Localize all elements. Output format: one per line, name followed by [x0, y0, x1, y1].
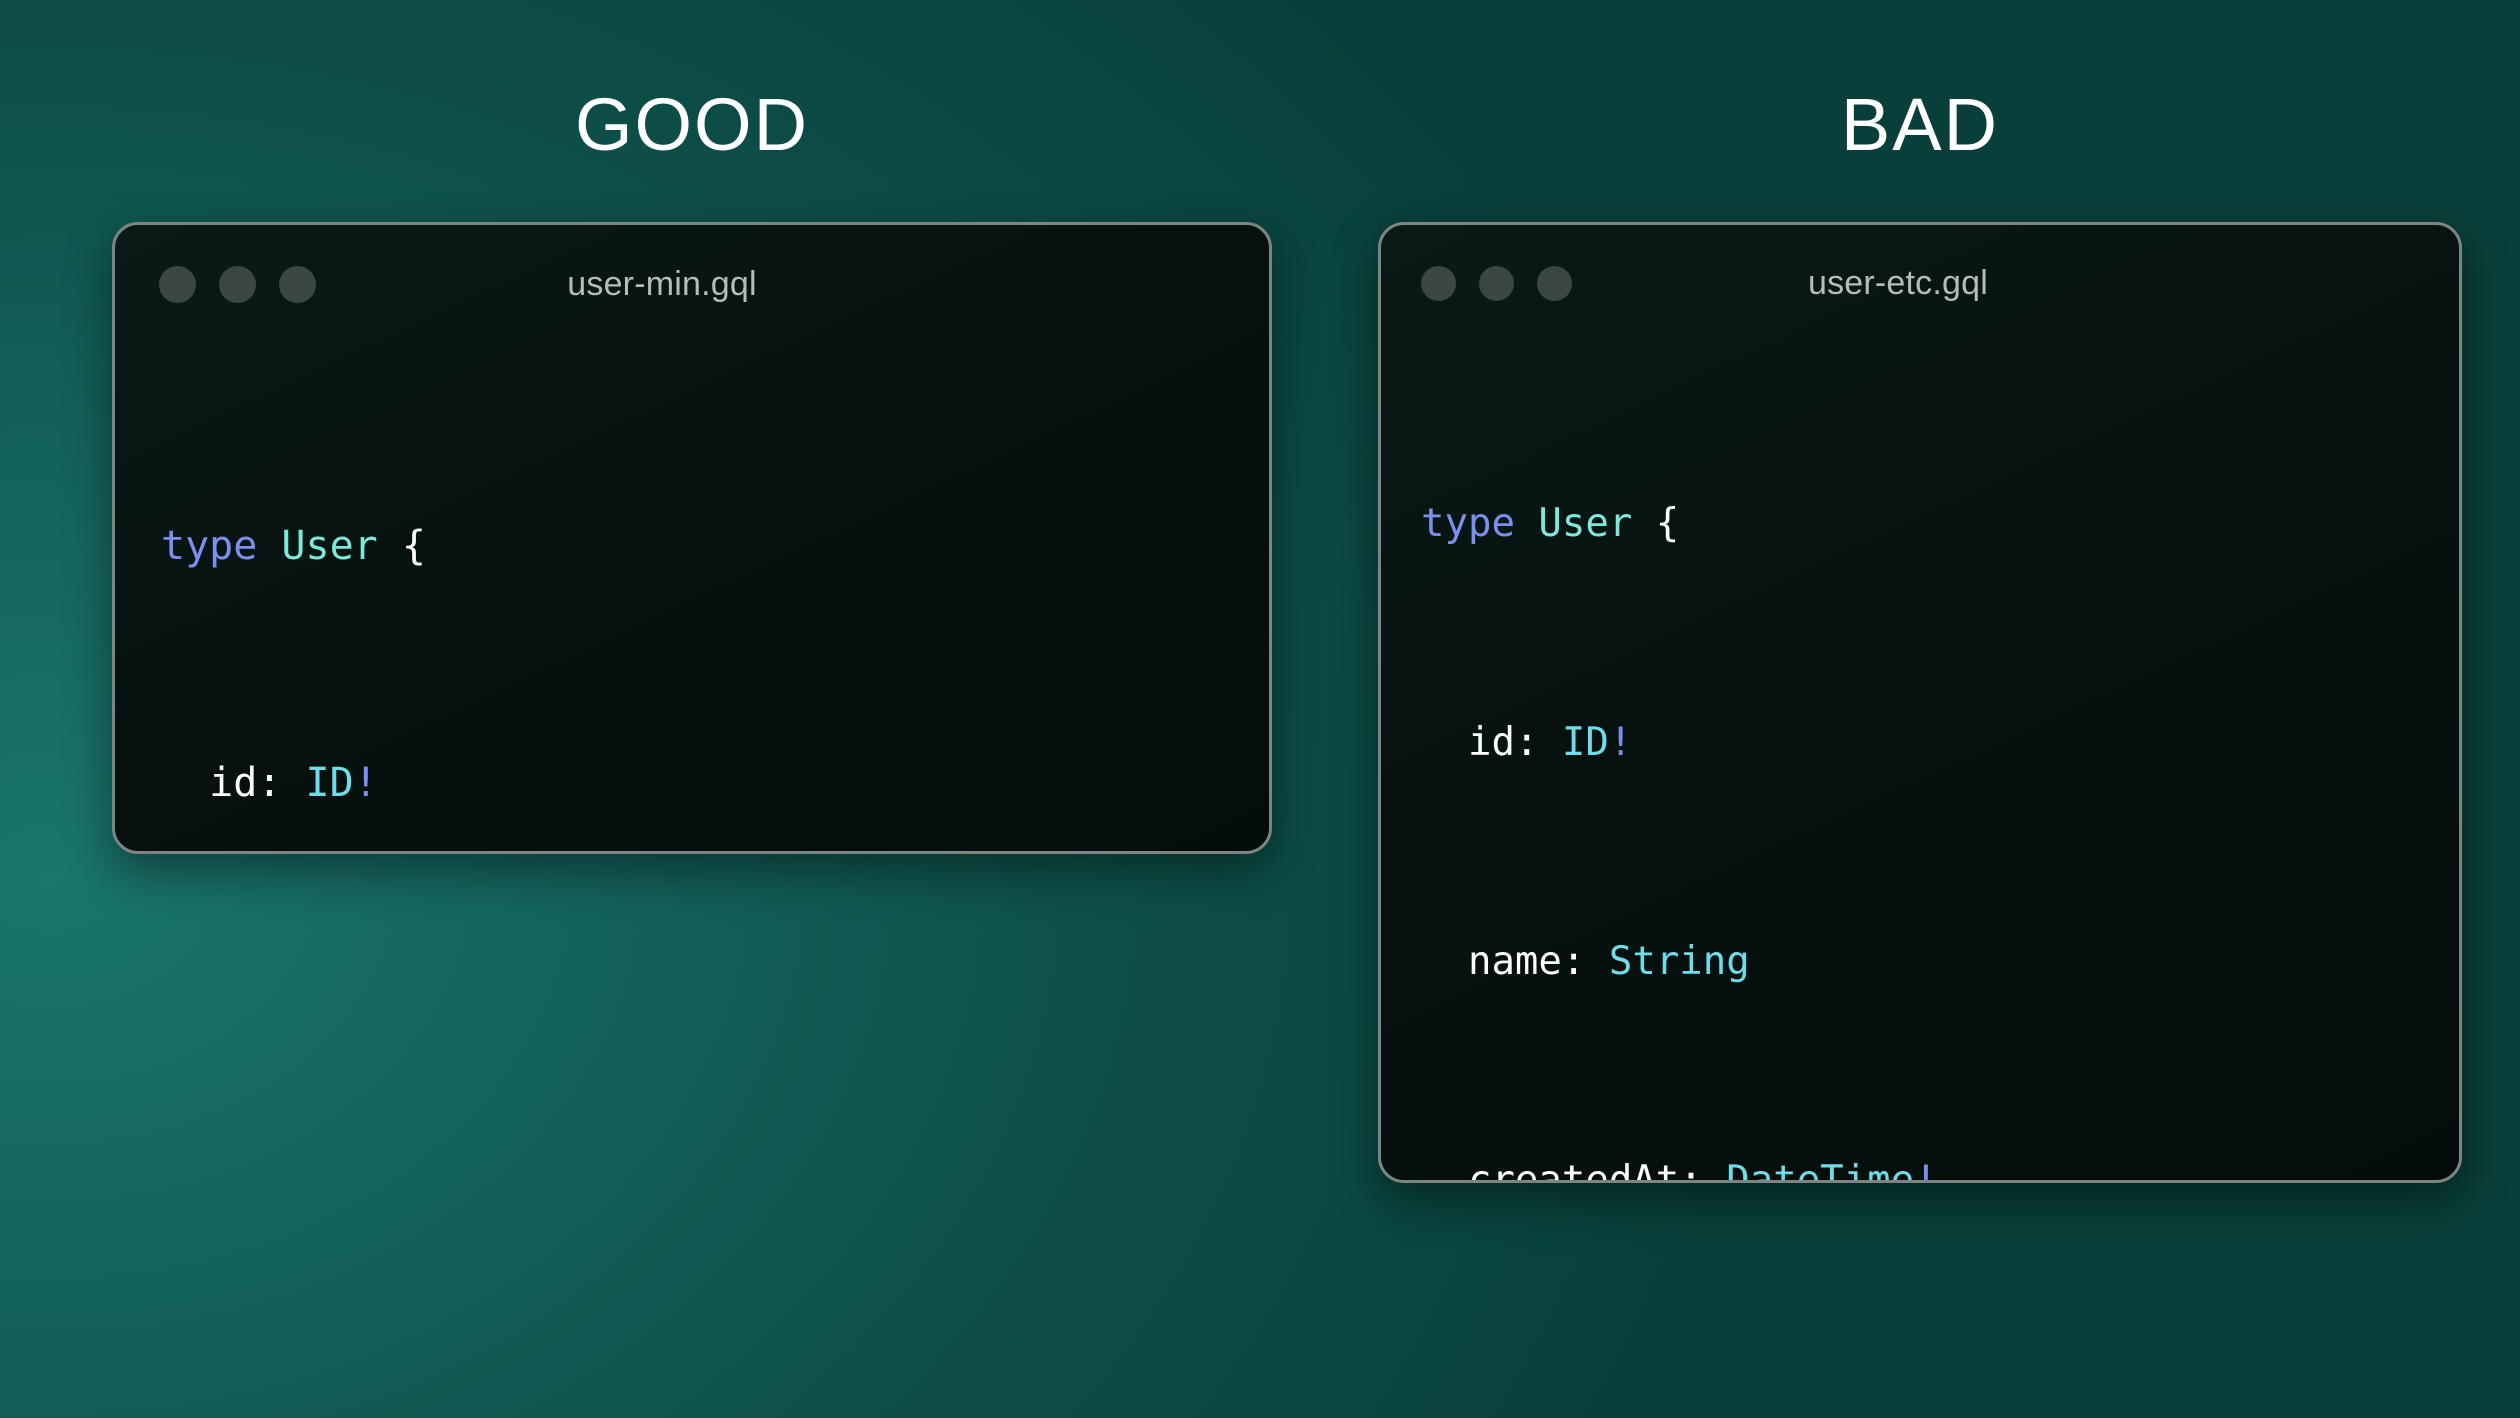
- token-bang: !: [353, 760, 378, 806]
- token-space: [1515, 501, 1538, 546]
- code-block-good: type User { id: ID! name: String created…: [115, 343, 1269, 851]
- token-colon: :: [1514, 720, 1562, 765]
- token-bang: !: [1608, 720, 1633, 765]
- token-colon: :: [1561, 939, 1609, 984]
- token-colon: :: [1679, 1158, 1727, 1183]
- column-heading-good: GOOD: [574, 83, 810, 166]
- code-window-good: user-min.gql type User { id: ID! name: S…: [112, 222, 1272, 854]
- token-field: name: [1467, 939, 1562, 984]
- close-dot-icon[interactable]: [1421, 265, 1456, 301]
- code-line: type User {: [1421, 487, 2459, 560]
- token-indent: [1421, 720, 1468, 765]
- maximize-dot-icon[interactable]: [1537, 265, 1572, 301]
- column-heading-bad: BAD: [1840, 83, 2000, 166]
- token-type-name: User: [1538, 501, 1633, 546]
- token-indent: [161, 760, 209, 806]
- code-line: type User {: [161, 507, 1269, 586]
- token-keyword: type: [161, 523, 258, 569]
- window-titlebar-good: user-min.gql: [115, 225, 1269, 343]
- token-bang: !: [1914, 1158, 1938, 1183]
- maximize-dot-icon[interactable]: [279, 265, 316, 303]
- token-type: DateTime: [1726, 1158, 1915, 1183]
- minimize-dot-icon[interactable]: [219, 265, 256, 303]
- code-line: name: String: [1421, 925, 2459, 998]
- token-type: String: [1608, 939, 1750, 984]
- token-colon: :: [257, 760, 306, 806]
- token-field: id: [209, 760, 258, 806]
- token-indent: [1421, 939, 1468, 984]
- window-titlebar-bad: user-etc.gql: [1381, 225, 2459, 341]
- token-type: ID: [1561, 720, 1609, 765]
- code-window-bad: user-etc.gql type User { id: ID! name: S…: [1378, 222, 2462, 1183]
- code-block-bad: type User { id: ID! name: String created…: [1381, 341, 2459, 1183]
- token-field: createdAt: [1467, 1158, 1680, 1183]
- token-brace-open: {: [377, 523, 426, 569]
- token-type: ID: [305, 760, 354, 806]
- close-dot-icon[interactable]: [159, 265, 196, 303]
- code-line: id: ID!: [161, 744, 1269, 823]
- traffic-lights-good: [159, 265, 316, 303]
- token-keyword: type: [1421, 501, 1515, 546]
- token-brace-open: {: [1632, 501, 1680, 546]
- token-indent: [1421, 1158, 1468, 1180]
- code-line: id: ID!: [1421, 706, 2459, 779]
- minimize-dot-icon[interactable]: [1479, 265, 1514, 301]
- traffic-lights-bad: [1421, 265, 1572, 301]
- token-type-name: User: [281, 523, 378, 569]
- token-field: id: [1467, 720, 1515, 765]
- token-space: [257, 523, 281, 569]
- code-line: createdAt: DateTime!: [1421, 1144, 2459, 1183]
